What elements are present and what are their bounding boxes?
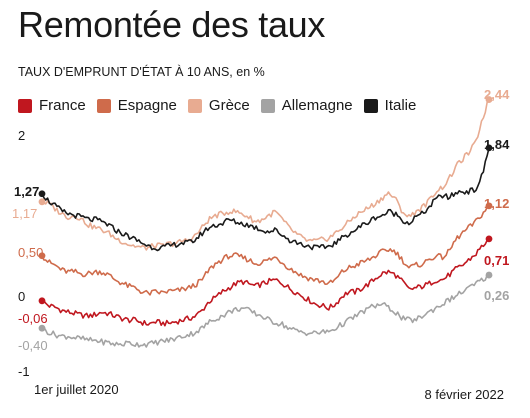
end-value-italie: 1,84 — [484, 137, 510, 152]
legend-item-allemagne: Allemagne — [260, 97, 353, 114]
y-tick-label: -1 — [18, 364, 30, 379]
chart-subtitle: TAUX D'EMPRUNT D'ÉTAT À 10 ANS, en % — [18, 65, 265, 79]
end-point-espagne — [485, 202, 493, 210]
series-line-france — [42, 238, 490, 327]
end-point-italie — [485, 144, 493, 152]
start-value-italie: 1,27 — [14, 184, 39, 199]
legend-swatch-italie — [363, 98, 378, 113]
x-end-label: 8 février 2022 — [425, 387, 505, 402]
start-value-allemagne: -0,40 — [18, 338, 48, 353]
legend-item-italie: Italie — [363, 97, 417, 114]
legend: France Espagne Grèce Allemagne Italie — [18, 97, 427, 114]
end-point-france — [485, 235, 493, 243]
y-tick-label: 0 — [18, 289, 25, 304]
start-point-allemagne — [38, 324, 46, 332]
legend-label-france: France — [39, 97, 86, 114]
end-value-grèce: 2,44 — [484, 87, 510, 102]
legend-swatch-espagne — [96, 98, 111, 113]
chart-title: Remontée des taux — [18, 4, 326, 45]
end-value-espagne: 1,12 — [484, 196, 509, 211]
start-point-italie — [38, 190, 46, 198]
legend-label-espagne: Espagne — [117, 97, 177, 114]
series-line-allemagne — [41, 274, 489, 348]
series-lines — [41, 99, 490, 348]
series-line-espagne — [41, 205, 490, 296]
legend-item-france: France — [18, 97, 86, 114]
legend-swatch-allemagne — [260, 98, 275, 113]
y-axis: 2 0 -1 — [18, 128, 30, 379]
start-value-france: -0,06 — [18, 311, 48, 326]
legend-swatch-france — [18, 98, 32, 113]
legend-item-grece: Grèce — [187, 97, 250, 114]
y-tick-label: 2 — [18, 128, 25, 143]
start-point-espagne — [38, 252, 46, 260]
start-value-grèce: 1,17 — [12, 206, 37, 221]
legend-swatch-grece — [187, 98, 202, 113]
end-value-france: 0,71 — [484, 253, 509, 268]
value-labels: -0,06 0,71 0,50 1,12 1,17 2,44 -0,40 0,26 1,27 1,… — [12, 87, 510, 353]
start-point-grèce — [38, 198, 46, 206]
series-line-italie — [41, 147, 490, 252]
series-line-grèce — [41, 99, 490, 251]
x-start-label: 1er juillet 2020 — [34, 382, 119, 397]
legend-label-grece: Grèce — [208, 97, 250, 114]
start-value-espagne: 0,50 — [18, 245, 43, 260]
start-point-france — [38, 297, 46, 305]
legend-label-italie: Italie — [384, 97, 417, 114]
end-point-grèce — [485, 96, 493, 103]
legend-item-espagne: Espagne — [96, 97, 177, 114]
legend-label-allemagne: Allemagne — [281, 97, 353, 114]
end-value-allemagne: 0,26 — [484, 288, 509, 303]
end-point-allemagne — [485, 271, 493, 279]
series-markers — [38, 96, 493, 332]
